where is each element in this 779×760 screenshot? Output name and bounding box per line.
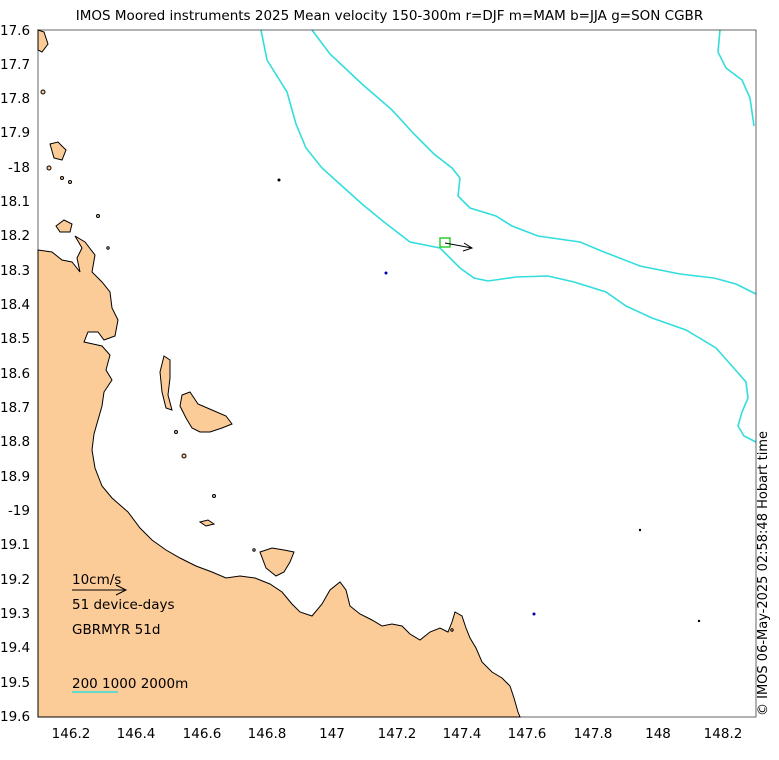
x-tick-label: 148 xyxy=(645,726,671,742)
station-dot xyxy=(384,271,388,275)
island-magnetic xyxy=(259,547,295,577)
y-tick-label: 19.6 xyxy=(0,709,31,725)
y-tick-label: 18.7 xyxy=(0,400,31,416)
y-tick-label: 18.4 xyxy=(0,297,31,313)
station-dot xyxy=(532,612,536,616)
x-tick-label: 146.6 xyxy=(182,726,222,742)
y-tick-label: 18.1 xyxy=(0,194,31,210)
velocity-arrow xyxy=(444,242,474,252)
site-label: GBRMYR 51d xyxy=(72,622,161,638)
y-tick-label: 18.5 xyxy=(0,331,31,347)
timestamp: © IMOS 06-May-2025 02:58:48 Hobart time xyxy=(756,431,771,716)
y-tick-label: 19.5 xyxy=(0,675,31,691)
y-tick-label: 19.3 xyxy=(0,606,31,622)
contour-1000m xyxy=(311,29,757,295)
y-tick-label: 17.6 xyxy=(0,23,31,39)
x-tick-label: 147 xyxy=(319,726,345,742)
coast-islets xyxy=(40,89,454,632)
coastal-strip-top xyxy=(37,29,49,53)
y-tick-label: 19.1 xyxy=(0,537,31,553)
contours-label: 200 1000 2000m xyxy=(72,676,189,692)
y-tick-label: 19.4 xyxy=(0,640,31,656)
y-tick-label: 18.9 xyxy=(0,469,31,485)
x-tick-label: 146.4 xyxy=(116,726,156,742)
contour-2000m xyxy=(717,29,755,127)
mooring-marker[interactable] xyxy=(439,237,451,248)
y-tick-label: 18.2 xyxy=(0,228,31,244)
device-days-label: 51 device-days xyxy=(72,597,175,613)
y-tick-label: 17.7 xyxy=(0,57,31,73)
station-dot xyxy=(638,528,642,532)
x-tick-label: 148.2 xyxy=(703,726,743,742)
scale-arrow xyxy=(72,584,128,596)
island-south xyxy=(179,391,233,433)
mainland-coast xyxy=(37,235,521,718)
island-north-2 xyxy=(55,219,73,233)
y-tick-label: 18.8 xyxy=(0,434,31,450)
x-tick-label: 146.8 xyxy=(247,726,287,742)
plot-frame xyxy=(37,29,757,718)
hinchinbrook-island xyxy=(159,355,173,411)
scale-label: 10cm/s xyxy=(72,572,122,588)
x-tick-label: 147.8 xyxy=(573,726,613,742)
y-tick-label: -19 xyxy=(7,503,30,519)
y-tick-label: -18 xyxy=(7,160,30,176)
station-dot xyxy=(697,619,701,623)
y-tick-label: 18.3 xyxy=(0,263,31,279)
x-tick-label: 146.2 xyxy=(51,726,91,742)
y-tick-label: 19.2 xyxy=(0,572,31,588)
x-tick-label: 147.6 xyxy=(507,726,547,742)
island-north-1 xyxy=(49,141,67,161)
island-small-a xyxy=(198,519,216,527)
map-title: IMOS Moored instruments 2025 Mean veloci… xyxy=(75,8,704,24)
station-markers xyxy=(277,178,701,623)
x-tick-label: 147.2 xyxy=(377,726,417,742)
bathymetry-contours xyxy=(260,29,757,443)
contour-200m xyxy=(260,29,757,443)
x-tick-label: 147.4 xyxy=(442,726,482,742)
y-tick-label: 17.8 xyxy=(0,91,31,107)
station-dot xyxy=(277,178,281,182)
y-tick-label: 17.9 xyxy=(0,125,31,141)
y-tick-label: 18.6 xyxy=(0,366,31,382)
